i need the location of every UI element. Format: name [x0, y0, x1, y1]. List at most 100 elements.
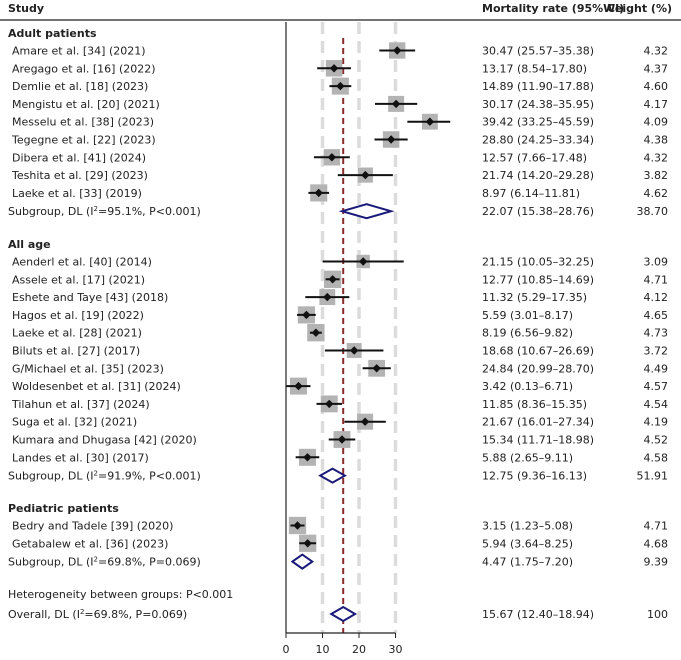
- heterogeneity-text: Heterogeneity between groups: P<0.001: [8, 588, 233, 601]
- point-estimate: [303, 453, 312, 462]
- subgroup-weight: 51.91: [637, 470, 669, 483]
- subgroup-diamond: [338, 203, 395, 220]
- study-weight: 4.09: [644, 116, 669, 129]
- subgroup-diamond: [318, 467, 347, 484]
- study-ci: 21.67 (16.01–27.34): [482, 416, 594, 429]
- study-label: Kumara and Dhugasa [42] (2020): [12, 434, 197, 447]
- study-label: Assele et al. [17] (2021): [12, 273, 145, 286]
- study-ci: 5.88 (2.65–9.11): [482, 451, 573, 464]
- study-ci: 3.15 (1.23–5.08): [482, 520, 573, 533]
- point-estimate: [393, 46, 402, 55]
- point-estimate: [294, 381, 303, 391]
- point-estimate: [325, 399, 334, 409]
- overall-weight: 100: [647, 608, 668, 621]
- study-label: Bedry and Tadele [39] (2020): [12, 520, 173, 533]
- study-weight: 4.71: [644, 273, 669, 286]
- study-weight: 4.60: [644, 80, 669, 93]
- study-label: Suga et al. [32] (2021): [12, 416, 137, 429]
- subgroup-ci: 12.75 (9.36–16.13): [482, 470, 587, 483]
- point-estimate: [386, 135, 396, 144]
- point-estimate: [329, 64, 339, 73]
- study-weight: 4.65: [644, 309, 669, 322]
- study-weight: 4.57: [644, 380, 669, 393]
- header-study: Study: [8, 2, 44, 15]
- group-title: All age: [8, 238, 51, 251]
- study-label: Laeke et al. [28] (2021): [12, 327, 142, 340]
- study-ci: 12.57 (7.66–17.48): [482, 151, 587, 164]
- study-ci: 30.17 (24.38–35.95): [482, 98, 594, 111]
- point-estimate: [303, 539, 312, 548]
- study-weight: 4.73: [644, 327, 669, 340]
- point-estimate: [425, 117, 435, 126]
- x-tick-label: 20: [352, 643, 366, 656]
- subgroup-label: Subgroup, DL (I2=91.9%, P<0.001): [8, 470, 201, 483]
- study-label: Hagos et al. [19] (2022): [12, 309, 144, 322]
- study-ci: 18.68 (10.67–26.69): [482, 345, 594, 358]
- study-weight: 4.68: [644, 537, 669, 550]
- study-label: Laeke et al. [33] (2019): [12, 187, 142, 200]
- study-weight: 4.17: [644, 98, 669, 111]
- study-label: Amare et al. [34] (2021): [12, 45, 146, 58]
- study-weight: 3.72: [644, 345, 669, 358]
- study-ci: 24.84 (20.99–28.70): [482, 362, 594, 375]
- study-label: Getabalew et al. [36] (2023): [12, 537, 168, 550]
- point-estimate: [337, 435, 347, 444]
- study-weight: 4.58: [644, 451, 669, 464]
- study-ci: 11.85 (8.36–15.35): [482, 398, 587, 411]
- overall-diamond: [329, 605, 358, 623]
- study-label: Tegegne et al. [22] (2023): [11, 134, 156, 147]
- point-estimate: [323, 292, 332, 302]
- group-title: Adult patients: [8, 27, 97, 40]
- study-ci: 15.34 (11.71–18.98): [482, 434, 594, 447]
- study-ci: 39.42 (33.25–45.59): [482, 116, 594, 129]
- study-ci: 14.89 (11.90–17.88): [482, 80, 594, 93]
- study-label: G/Michael et al. [35] (2023): [12, 362, 164, 375]
- point-estimate: [372, 364, 381, 373]
- study-ci: 5.59 (3.01–8.17): [482, 309, 573, 322]
- study-ci: 28.80 (24.25–33.34): [482, 134, 594, 147]
- study-ci: 30.47 (25.57–35.38): [482, 45, 594, 58]
- study-label: Demlie et al. [18] (2023): [12, 80, 148, 93]
- point-estimate: [302, 310, 311, 320]
- study-ci: 13.17 (8.54–17.80): [482, 62, 587, 75]
- study-label: Landes et al. [30] (2017): [12, 451, 149, 464]
- point-estimate: [293, 521, 302, 530]
- subgroup-label: Subgroup, DL (I2=69.8%, P=0.069): [8, 556, 201, 569]
- point-estimate: [360, 417, 370, 426]
- study-ci: 3.42 (0.13–6.71): [482, 380, 573, 393]
- study-label: Aenderl et al. [40] (2014): [12, 256, 152, 269]
- study-weight: 4.52: [644, 434, 669, 447]
- overall-ci: 15.67 (12.40–18.94): [482, 608, 594, 621]
- subgroup-ci: 22.07 (15.38–28.76): [482, 205, 594, 218]
- point-estimate: [311, 328, 321, 337]
- study-label: Mengistu et al. [20] (2021): [12, 98, 160, 111]
- study-label: Messelu et al. [38] (2023): [12, 116, 154, 129]
- study-label: Dibera et al. [41] (2024): [12, 151, 146, 164]
- study-weight: 3.09: [644, 256, 669, 269]
- header-weight: Weight (%): [603, 2, 672, 15]
- x-tick-label: 10: [316, 643, 330, 656]
- study-weight: 4.32: [644, 151, 669, 164]
- study-label: Biluts et al. [27] (2017): [12, 345, 140, 358]
- point-estimate: [327, 153, 337, 162]
- study-ci: 8.19 (6.56–9.82): [482, 327, 573, 340]
- point-estimate: [358, 257, 368, 266]
- x-tick-label: 0: [283, 643, 290, 656]
- point-estimate: [328, 275, 337, 284]
- group-title: Pediatric patients: [8, 502, 119, 515]
- study-ci: 11.32 (5.29–17.35): [482, 291, 587, 304]
- subgroup-label: Subgroup, DL (I2=95.1%, P<0.001): [8, 205, 201, 218]
- study-weight: 4.19: [644, 416, 669, 429]
- study-ci: 8.97 (6.14–11.81): [482, 187, 580, 200]
- point-estimate: [391, 99, 401, 109]
- study-label: Aregago et al. [16] (2022): [12, 62, 156, 75]
- study-label: Tilahun et al. [37] (2024): [11, 398, 150, 411]
- study-weight: 4.12: [644, 291, 669, 304]
- study-ci: 21.15 (10.05–32.25): [482, 256, 594, 269]
- study-weight: 4.38: [644, 134, 669, 147]
- study-weight: 4.71: [644, 520, 669, 533]
- study-ci: 5.94 (3.64–8.25): [482, 537, 573, 550]
- point-estimate: [314, 188, 323, 198]
- point-estimate: [349, 346, 359, 355]
